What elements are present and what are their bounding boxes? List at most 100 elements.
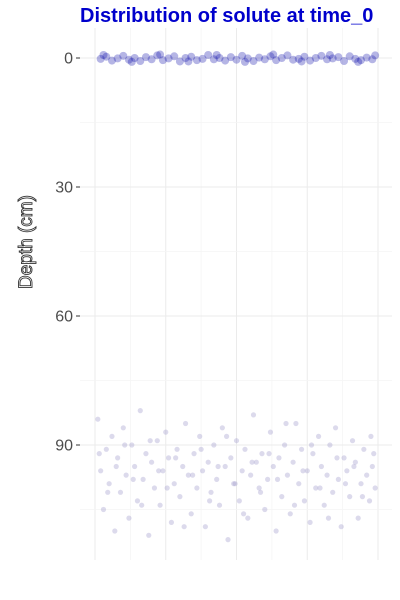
data-point — [325, 515, 332, 521]
data-point — [98, 468, 104, 474]
data-point — [123, 472, 129, 478]
data-point — [207, 498, 213, 504]
data-point — [342, 481, 349, 487]
data-point — [276, 455, 282, 461]
data-point — [119, 51, 128, 60]
data-point — [164, 54, 173, 63]
chart-title: Distribution of solute at time_0 — [80, 5, 374, 27]
series-0 — [96, 50, 380, 66]
data-point — [283, 420, 289, 427]
data-point — [173, 455, 179, 461]
data-point — [160, 468, 166, 474]
data-point — [328, 54, 337, 63]
data-point — [96, 451, 102, 457]
data-point — [298, 446, 305, 452]
data-point — [188, 511, 194, 517]
data-point — [194, 485, 200, 491]
data-point — [248, 472, 254, 478]
data-point — [140, 476, 146, 482]
data-point — [171, 481, 177, 487]
data-point — [352, 459, 358, 465]
data-point — [228, 455, 234, 461]
data-point — [226, 53, 235, 62]
data-point — [204, 50, 213, 59]
data-point — [223, 433, 230, 439]
data-point — [296, 481, 302, 487]
data-point — [99, 50, 108, 59]
data-point — [369, 463, 375, 470]
data-point — [175, 57, 184, 66]
data-point — [317, 51, 326, 60]
data-point — [187, 52, 196, 61]
data-point — [290, 459, 296, 465]
data-point — [202, 524, 208, 530]
data-point — [177, 494, 183, 500]
data-point — [364, 472, 370, 478]
data-point — [274, 476, 281, 482]
data-point — [113, 54, 122, 63]
data-point — [112, 528, 118, 534]
data-point — [137, 408, 143, 414]
data-point — [130, 54, 139, 62]
data-point — [311, 54, 320, 62]
data-point — [318, 463, 324, 470]
data-point — [156, 50, 165, 59]
data-point — [362, 53, 371, 62]
data-point — [163, 429, 169, 435]
data-point — [315, 433, 322, 439]
data-point — [249, 57, 258, 66]
data-point — [297, 57, 306, 66]
data-point — [324, 472, 330, 478]
data-point — [146, 532, 152, 538]
data-point — [300, 52, 309, 61]
data-point — [371, 51, 380, 60]
data-point — [219, 425, 225, 431]
data-point — [270, 463, 276, 470]
data-point — [233, 438, 240, 444]
data-point — [103, 446, 109, 452]
data-point — [181, 524, 187, 530]
data-point — [157, 502, 163, 508]
data-point — [287, 511, 293, 517]
data-point — [334, 455, 340, 461]
data-point — [250, 412, 257, 418]
data-point — [330, 489, 336, 495]
data-points — [95, 50, 380, 543]
data-point — [208, 489, 214, 495]
data-point — [344, 468, 350, 474]
data-point — [205, 459, 211, 465]
data-point — [306, 56, 315, 65]
data-point — [368, 55, 377, 64]
data-point — [107, 56, 116, 65]
data-point — [242, 446, 248, 452]
data-point — [106, 481, 112, 487]
data-point — [174, 446, 180, 452]
data-point — [141, 53, 150, 62]
data-point — [134, 498, 141, 504]
data-point — [265, 476, 271, 482]
data-point — [120, 425, 126, 431]
y-tick-label: 60 — [55, 309, 73, 326]
data-point — [209, 55, 218, 64]
data-point — [236, 498, 242, 504]
data-point — [300, 468, 306, 474]
data-point — [255, 53, 264, 62]
data-point — [197, 433, 203, 439]
data-point — [102, 52, 111, 61]
data-point — [139, 502, 145, 508]
data-point — [184, 57, 193, 66]
data-point — [351, 54, 360, 63]
grid-lines — [80, 28, 392, 560]
data-point — [222, 463, 228, 470]
data-point — [212, 50, 221, 59]
data-point — [181, 54, 190, 62]
y-axis-ticks: 0 30 60 90 — [55, 51, 80, 455]
data-point — [334, 53, 343, 62]
data-point — [149, 459, 155, 465]
data-point — [338, 524, 344, 530]
data-point — [304, 468, 310, 474]
data-point — [289, 55, 298, 64]
data-point — [284, 472, 291, 478]
